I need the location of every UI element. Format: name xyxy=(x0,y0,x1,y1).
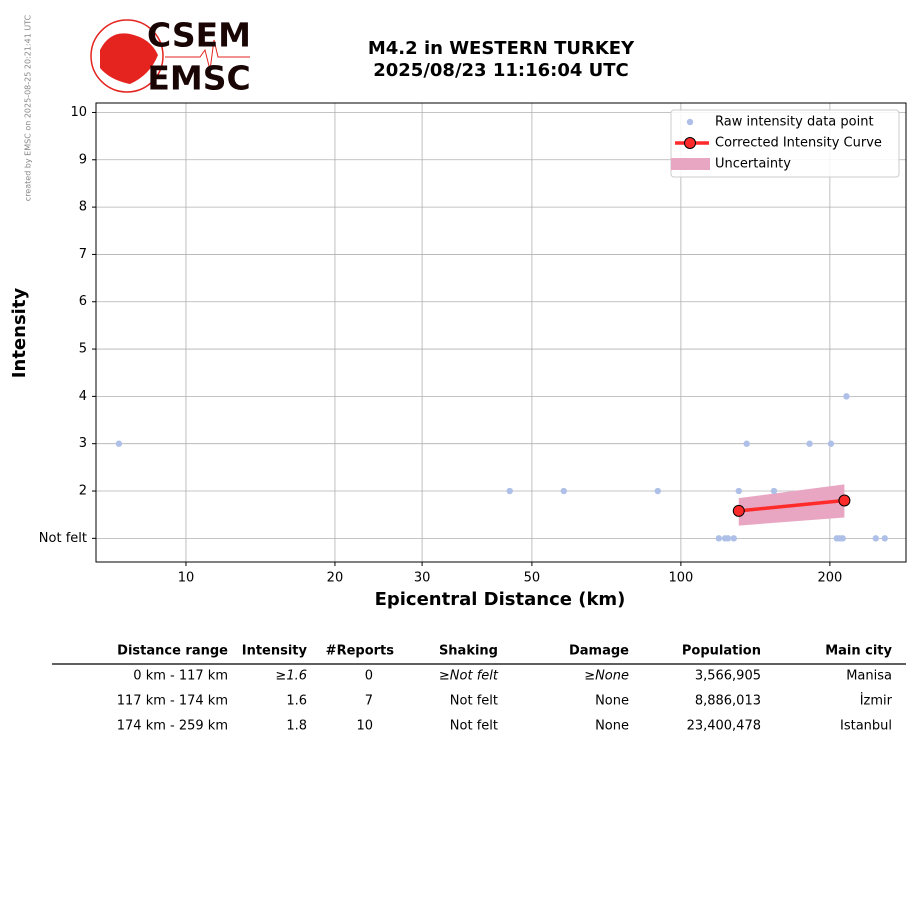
table-cell: Istanbul xyxy=(840,719,892,734)
logo: CSEM EMSC xyxy=(90,16,251,98)
data-point xyxy=(843,393,850,400)
data-point xyxy=(724,535,732,542)
x-tick-label: 10 xyxy=(178,571,195,586)
table-header: Population xyxy=(682,644,761,659)
table-cell: 174 km - 259 km xyxy=(117,719,228,734)
x-tick-label: 200 xyxy=(817,571,842,586)
table-cell: ≥None xyxy=(584,669,629,684)
y-tick-label: 8 xyxy=(79,200,87,215)
chart-subtitle: 2025/08/23 11:16:04 UTC xyxy=(373,60,629,81)
table-cell: İzmir xyxy=(860,693,893,709)
data-point xyxy=(715,535,723,542)
data-point xyxy=(806,440,813,447)
legend-swatch xyxy=(671,158,710,170)
table-header: Shaking xyxy=(439,644,498,659)
table-cell: ≥Not felt xyxy=(439,669,499,684)
data-point xyxy=(872,535,879,542)
y-axis-label: Intensity xyxy=(9,288,30,379)
y-tick-label: 9 xyxy=(79,152,87,167)
table-header: Main city xyxy=(825,644,892,659)
legend: Raw intensity data point Corrected Intens… xyxy=(670,109,900,178)
y-tick-label: Not felt xyxy=(39,531,87,546)
chart-title: M4.2 in WESTERN TURKEY xyxy=(368,38,635,59)
table-cell: 0 xyxy=(365,669,373,684)
legend-label: Corrected Intensity Curve xyxy=(715,136,882,151)
intensity-curve xyxy=(738,498,845,513)
table-cell: Not felt xyxy=(450,719,498,734)
curve-marker xyxy=(732,504,745,517)
table-cell: 3,566,905 xyxy=(695,669,761,684)
table-cell: 23,400,478 xyxy=(687,719,761,734)
data-point xyxy=(770,487,778,495)
table-header: Intensity xyxy=(242,644,308,659)
data-point xyxy=(827,440,835,447)
table-cell: 7 xyxy=(365,694,373,709)
table-cell: 1.8 xyxy=(286,719,307,734)
y-tick-label: 3 xyxy=(79,436,87,451)
table-header: Distance range xyxy=(117,644,228,659)
logo-top: CSEM xyxy=(147,16,251,55)
data-point xyxy=(560,487,568,495)
x-axis-label: Epicentral Distance (km) xyxy=(375,589,626,610)
data-point xyxy=(839,535,846,542)
legend-swatch xyxy=(686,118,694,126)
data-point xyxy=(730,535,737,542)
table-cell: ≥1.6 xyxy=(275,669,307,684)
x-tick-label: 30 xyxy=(414,571,431,586)
y-tick-label: 2 xyxy=(79,484,87,499)
table-cell: 0 km - 117 km xyxy=(133,669,228,684)
table-header: Damage xyxy=(569,644,629,659)
table-cell: None xyxy=(595,694,629,709)
data-point xyxy=(735,487,742,495)
curve-marker xyxy=(838,494,851,507)
credit: created by EMSC on 2025-08-25 20:21:41 U… xyxy=(24,14,33,201)
data-point xyxy=(506,487,513,495)
logo-seismo xyxy=(165,39,250,71)
y-tick-label: 5 xyxy=(79,342,87,357)
y-tick-label: 6 xyxy=(79,294,87,309)
table-cell: 10 xyxy=(356,719,373,734)
table-cell: Manisa xyxy=(846,669,892,684)
table-cell: 117 km - 174 km xyxy=(117,694,228,709)
data-point xyxy=(654,487,661,495)
y-tick-label: 4 xyxy=(79,389,87,404)
data-point xyxy=(115,440,123,447)
y-tick-label: 7 xyxy=(79,247,87,262)
table-cell: Not felt xyxy=(450,694,498,709)
plot-frame xyxy=(95,102,907,563)
y-tick-label: 10 xyxy=(70,105,87,120)
table-cell: 8,886,013 xyxy=(695,694,761,709)
legend-label: Raw intensity data point xyxy=(715,115,874,130)
logo-bottom: EMSC xyxy=(147,59,250,98)
logo-map xyxy=(100,33,158,84)
legend-box xyxy=(670,109,900,178)
x-tick-label: 20 xyxy=(327,571,344,586)
table-cell: 1.6 xyxy=(286,694,307,709)
legend-label: Uncertainty xyxy=(715,157,791,172)
data-point xyxy=(743,440,750,447)
x-tick-label: 50 xyxy=(524,571,541,586)
data-point xyxy=(881,535,888,542)
table-header: #Reports xyxy=(326,644,395,659)
legend-swatch xyxy=(684,137,696,149)
table-cell: None xyxy=(595,719,629,734)
logo-circle xyxy=(90,19,164,93)
x-tick-label: 100 xyxy=(668,571,693,586)
